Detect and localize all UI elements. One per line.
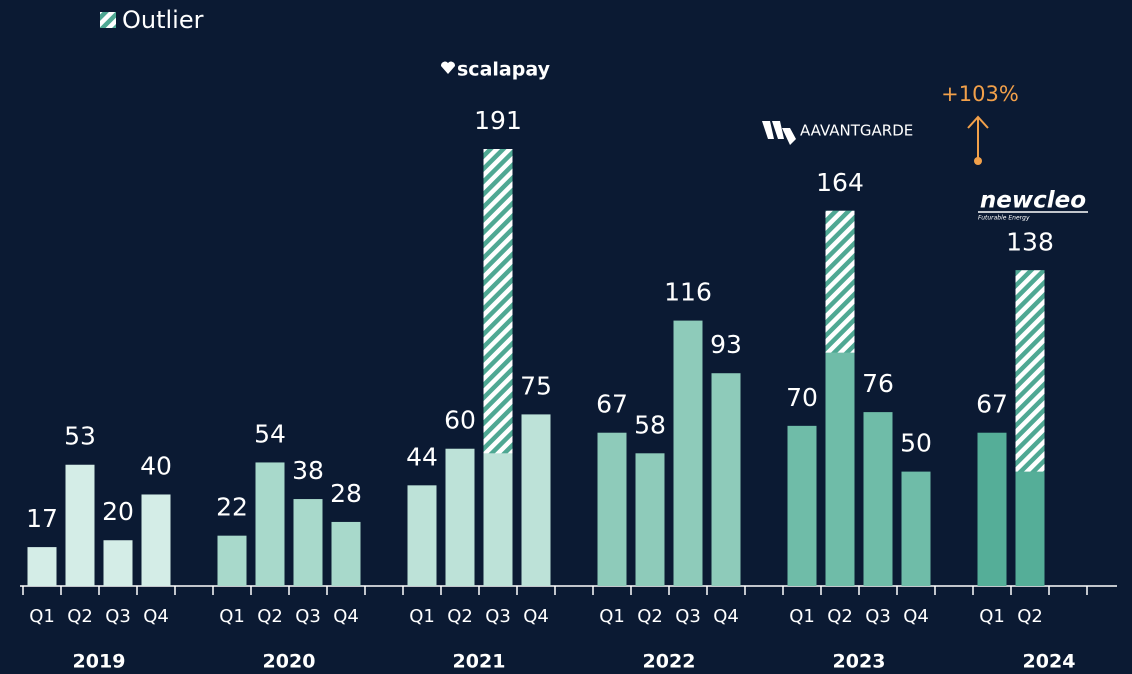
year-label: 2019 [73,651,126,673]
value-label: 164 [816,168,864,197]
x-tick-label: Q4 [333,606,359,627]
x-tick-label: Q4 [523,606,549,627]
year-label: 2023 [833,651,886,673]
x-tick-label: Q3 [105,606,131,627]
value-label: 53 [64,422,96,451]
bar [293,499,323,586]
value-label: 138 [1006,227,1054,256]
scalapay-heart [440,61,456,74]
x-tick-label: Q3 [295,606,321,627]
value-label: 20 [102,497,134,526]
x-tick-label: Q2 [637,606,663,627]
x-tick-label: Q3 [485,606,511,627]
bar [217,535,247,586]
x-tick-label: Q4 [903,606,929,627]
newcleo-logo: newcleo [980,188,1086,214]
bar [977,432,1007,586]
value-label: 50 [900,429,932,458]
outlier-segment [1015,270,1045,472]
value-label: 17 [26,504,58,533]
value-label: 67 [596,390,628,419]
value-label: 44 [406,442,438,471]
x-tick-label: Q4 [143,606,169,627]
bar [635,453,665,586]
x-tick-label: Q4 [713,606,739,627]
bar [673,320,703,586]
newcleo-tagline: Futurable Energy [978,215,1030,222]
bar [103,540,133,586]
bar [711,373,741,586]
legend-label: Outlier [122,6,204,34]
bar [521,414,551,586]
x-tick-label: Q2 [257,606,283,627]
value-label: 116 [664,278,712,307]
scalapay-logo: scalapay [457,59,551,81]
bar [331,521,361,586]
bar [65,464,95,586]
x-tick-label: Q1 [789,606,815,627]
growth-arrowhead [967,115,989,129]
x-tick-label: Q1 [29,606,55,627]
bar [407,485,437,586]
year-label: 2020 [263,651,316,673]
year-label: 2024 [1023,651,1076,673]
x-tick-label: Q1 [599,606,625,627]
year-label: 2021 [453,651,506,673]
outlier-segment [825,210,855,353]
value-label: 58 [634,410,666,439]
bar [901,471,931,586]
aavantgarde-mark [762,121,796,145]
bar [27,547,57,586]
value-label: 38 [292,456,324,485]
x-tick-label: Q1 [409,606,435,627]
bar [597,432,627,586]
bar [255,462,285,586]
aavantgarde-logo: AAVANTGARDE [800,122,913,140]
value-label: 22 [216,493,248,522]
x-tick-label: Q1 [219,606,245,627]
value-label: 191 [474,106,522,135]
bar [787,425,817,586]
value-label: 40 [140,451,172,480]
legend-swatch [100,12,116,28]
x-tick-label: Q2 [447,606,473,627]
value-label: 60 [444,406,476,435]
year-label: 2022 [643,651,696,673]
value-label: 93 [710,330,742,359]
x-tick-label: Q3 [675,606,701,627]
x-tick-label: Q1 [979,606,1005,627]
x-tick-label: Q3 [865,606,891,627]
growth-label: +103% [941,82,1019,106]
value-label: 67 [976,390,1008,419]
value-label: 54 [254,419,286,448]
growth-dot [974,157,982,165]
value-label: 75 [520,371,552,400]
x-tick-label: Q2 [827,606,853,627]
x-tick-label: Q2 [67,606,93,627]
value-label: 70 [786,383,818,412]
x-tick-label: Q2 [1017,606,1043,627]
outlier-segment [483,149,513,454]
bar [863,412,893,586]
bar [141,494,171,586]
bar [445,448,475,586]
value-label: 76 [862,369,894,398]
value-label: 28 [330,479,362,508]
